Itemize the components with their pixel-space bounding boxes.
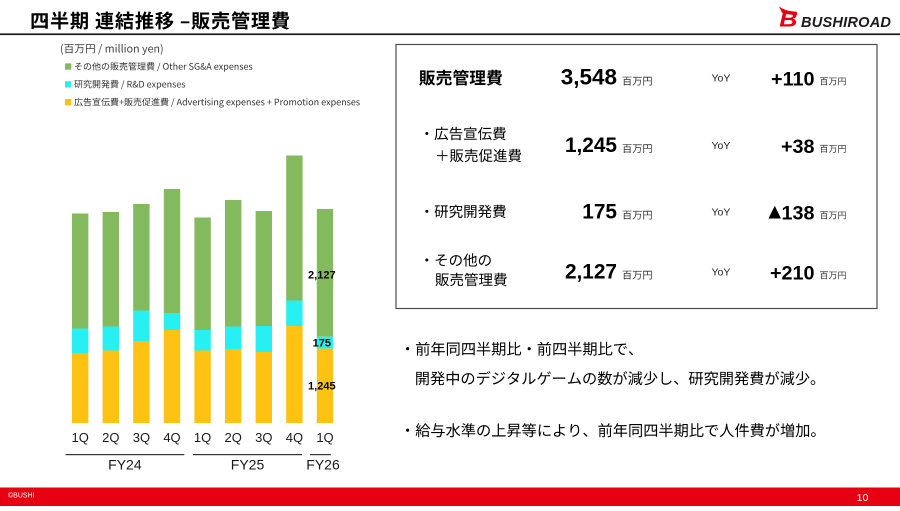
svg-text:YoY: YoY — [712, 73, 731, 85]
svg-text:4Q: 4Q — [163, 430, 180, 445]
svg-text:FY24: FY24 — [108, 456, 142, 472]
svg-text:B: B — [779, 8, 797, 32]
svg-text:2Q: 2Q — [225, 430, 242, 445]
svg-text:1Q: 1Q — [194, 430, 211, 445]
svg-text:FY26: FY26 — [306, 456, 340, 472]
svg-text:1,245: 1,245 — [308, 380, 336, 392]
svg-text:©BUSHI: ©BUSHI — [8, 492, 35, 500]
svg-text:YoY: YoY — [712, 267, 731, 279]
svg-text:FY25: FY25 — [231, 456, 265, 472]
svg-text:138: 138 — [781, 203, 814, 225]
svg-text:175: 175 — [582, 201, 617, 224]
svg-text:3Q: 3Q — [255, 430, 272, 445]
svg-text:BUSHIROAD: BUSHIROAD — [801, 15, 891, 31]
svg-text:+210: +210 — [770, 263, 815, 285]
svg-text:2,127: 2,127 — [565, 261, 617, 284]
svg-text:4Q: 4Q — [286, 430, 303, 445]
svg-text:YoY: YoY — [712, 207, 731, 219]
svg-text:YoY: YoY — [712, 140, 731, 152]
svg-text:3,548: 3,548 — [561, 65, 617, 90]
svg-text:+38: +38 — [781, 136, 815, 158]
svg-text:3Q: 3Q — [133, 430, 150, 445]
svg-text:2Q: 2Q — [102, 430, 119, 445]
svg-text:10: 10 — [857, 492, 869, 504]
svg-text:175: 175 — [313, 337, 331, 349]
svg-text:1Q: 1Q — [316, 430, 333, 445]
svg-text:2,127: 2,127 — [308, 270, 336, 282]
svg-text:1,245: 1,245 — [565, 134, 617, 157]
svg-text:+110: +110 — [771, 69, 814, 91]
svg-text:1Q: 1Q — [72, 430, 89, 445]
